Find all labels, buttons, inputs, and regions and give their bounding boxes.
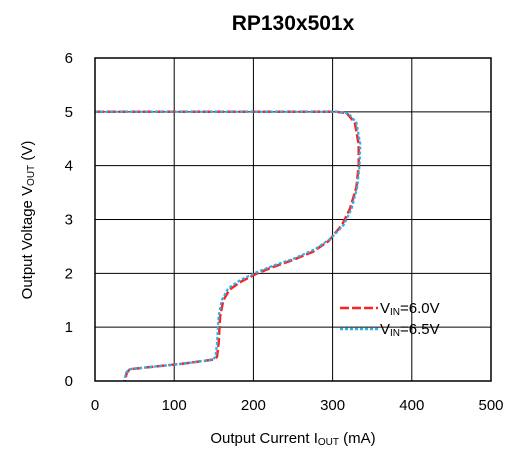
y-tick-label: 2 — [65, 265, 73, 282]
y-tick-label: 5 — [65, 104, 73, 121]
x-axis-label-unit: (mA) — [339, 430, 376, 447]
y-tick-label: 6 — [65, 50, 73, 67]
legend-label: VIN=6.5V — [380, 321, 440, 339]
chart-title: RP130x501x — [232, 12, 355, 35]
x-tick-label: 100 — [162, 397, 187, 414]
plot-lines — [95, 110, 362, 382]
y-axis-label-sub: OUT — [26, 165, 37, 186]
x-axis-label-main: Output Current I — [210, 430, 318, 447]
x-tick-label: 400 — [399, 397, 424, 414]
plot-frame — [94, 57, 492, 382]
legend: VIN=6.0V VIN=6.5V — [340, 300, 440, 339]
legend-label: VIN=6.0V — [380, 300, 440, 318]
y-tick-labels: 0 1 2 3 4 5 6 — [65, 50, 73, 390]
y-tick-label: 3 — [65, 212, 73, 229]
y-tick-label: 4 — [65, 158, 73, 175]
x-axis-label-sub: OUT — [318, 437, 339, 448]
y-axis-label-main: Output Voltage V — [19, 186, 36, 299]
series-line-2 — [95, 110, 362, 382]
x-tick-label: 300 — [320, 397, 345, 414]
y-axis-label: Output Voltage VOUT (V) — [19, 141, 37, 300]
x-tick-label: 500 — [478, 397, 503, 414]
x-axis-label: Output Current IOUT (mA) — [210, 430, 375, 448]
y-axis-label-unit: (V) — [19, 141, 36, 165]
x-tick-label: 0 — [91, 397, 99, 414]
y-tick-label: 1 — [65, 319, 73, 336]
x-tick-labels: 0 100 200 300 400 500 — [91, 397, 504, 414]
x-tick-label: 200 — [241, 397, 266, 414]
series-line-1 — [95, 110, 360, 382]
y-tick-label: 0 — [65, 373, 73, 390]
